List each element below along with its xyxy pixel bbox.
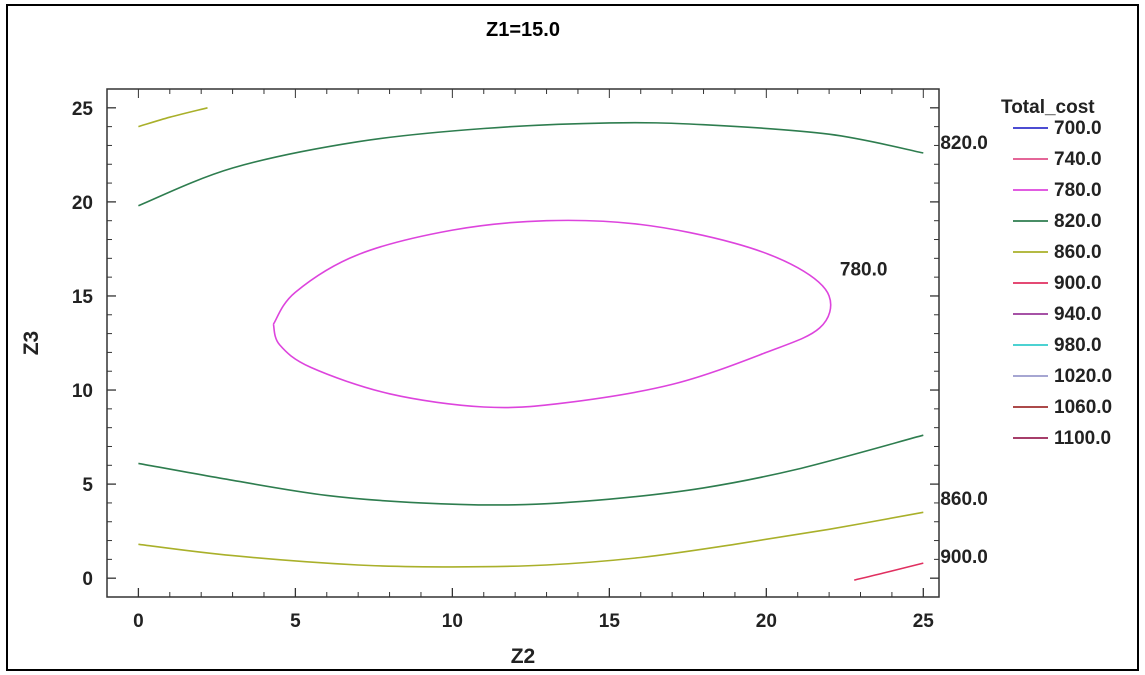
contour-line-860.0 — [138, 511, 924, 568]
contour-line-820.0 — [138, 121, 924, 207]
legend-label: 940.0 — [1054, 304, 1102, 325]
y-tick-label: 25 — [72, 99, 94, 120]
contour-label-820.0: 820.0 — [940, 133, 988, 154]
contour-label-860.0: 860.0 — [940, 489, 988, 510]
contour-labels: 820.0 780.0 860.0 900.0 — [840, 133, 988, 568]
x-tick-label: 15 — [599, 611, 621, 632]
legend-label: 980.0 — [1054, 335, 1102, 356]
contour-line-780.0 — [272, 219, 832, 409]
x-axis-label: Z2 — [511, 645, 536, 668]
legend-label: 900.0 — [1054, 273, 1102, 294]
legend-label: 860.0 — [1054, 242, 1102, 263]
contour-label-900.0: 900.0 — [940, 547, 988, 568]
y-tick-label: 20 — [72, 193, 93, 214]
y-tick-label: 10 — [72, 381, 93, 402]
legend-title: Total_cost — [1001, 97, 1095, 118]
y-tick-label: 15 — [72, 287, 94, 308]
x-tick-label: 10 — [442, 611, 463, 632]
y-tick-label: 5 — [82, 475, 93, 496]
x-tick-label: 5 — [290, 611, 301, 632]
contour-line-820.0 — [138, 434, 924, 506]
contour-label-780.0: 780.0 — [840, 259, 888, 280]
axis-ticks: 0 5 10 15 20 25 0 5 10 15 20 25 — [72, 89, 939, 632]
y-axis-label: Z3 — [20, 331, 43, 356]
contour-line-900.0 — [854, 562, 924, 581]
legend-label: 1100.0 — [1054, 428, 1111, 449]
legend-label: 700.0 — [1054, 118, 1102, 139]
chart-title: Z1=15.0 — [486, 19, 560, 41]
legend-label: 740.0 — [1054, 149, 1102, 170]
legend-label: 780.0 — [1054, 180, 1102, 201]
plot-area — [106, 88, 940, 598]
contour-line-860.0 — [138, 107, 208, 128]
x-tick-label: 25 — [913, 611, 935, 632]
legend-label: 820.0 — [1054, 211, 1102, 232]
x-tick-label: 20 — [756, 611, 777, 632]
x-tick-label: 0 — [133, 611, 144, 632]
legend-label: 1060.0 — [1054, 397, 1112, 418]
legend-label: 1020.0 — [1054, 366, 1112, 387]
legend: 700.0 740.0 780.0 820.0 860.0 900.0 940.0 980.0… — [1013, 118, 1112, 449]
contour-lines — [138, 107, 924, 581]
y-tick-label: 0 — [82, 569, 93, 590]
